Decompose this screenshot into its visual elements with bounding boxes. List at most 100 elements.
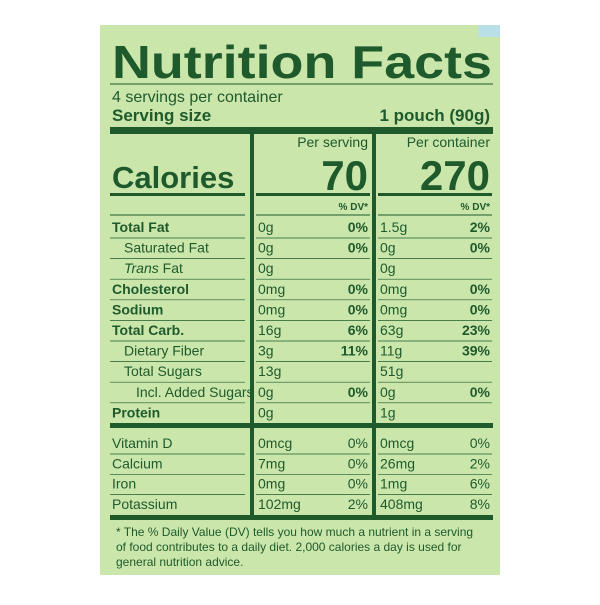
amount: 26mg bbox=[380, 455, 415, 471]
dv-header: % DV* bbox=[339, 202, 369, 213]
thick-bar bbox=[110, 423, 493, 428]
footnote: of food contributes to a daily diet. 2,0… bbox=[116, 540, 462, 554]
amount: 0mg bbox=[258, 281, 285, 297]
row-name: Dietary Fiber bbox=[124, 343, 204, 359]
amount: 7mg bbox=[258, 455, 285, 471]
amount: 0mcg bbox=[258, 435, 292, 451]
row-name: Trans Fat bbox=[124, 260, 183, 276]
bar bbox=[378, 193, 492, 196]
row-name-prefix: Trans bbox=[124, 260, 159, 276]
calories-value: 270 bbox=[420, 152, 490, 199]
row-name: Protein bbox=[112, 404, 160, 420]
row-name: Vitamin D bbox=[112, 435, 172, 451]
dv-value: 0% bbox=[348, 219, 369, 235]
dv-value: 23% bbox=[462, 322, 491, 338]
dv-value: 39% bbox=[462, 343, 491, 359]
calories-label: Calories bbox=[112, 160, 234, 195]
row-name: Total Sugars bbox=[124, 363, 202, 379]
dv-value: 6% bbox=[470, 476, 490, 492]
row-name-text: Cholesterol bbox=[112, 281, 189, 297]
amount: 1mg bbox=[380, 476, 407, 492]
column-header: Per container bbox=[407, 134, 491, 150]
dv-value: 0% bbox=[348, 435, 368, 451]
bar bbox=[256, 193, 370, 196]
row-name-text: Saturated Fat bbox=[124, 240, 209, 256]
dv-value: 8% bbox=[470, 496, 490, 512]
row-name-text: Fat bbox=[159, 260, 183, 276]
amount: 0g bbox=[380, 260, 396, 276]
amount: 11g bbox=[380, 343, 402, 359]
dv-value: 2% bbox=[470, 455, 490, 471]
dv-value: 0% bbox=[470, 240, 491, 256]
dv-value: 6% bbox=[348, 322, 369, 338]
amount: 16g bbox=[258, 322, 281, 338]
amount: 63g bbox=[380, 322, 403, 338]
amount: 0g bbox=[258, 404, 274, 420]
row-name: Incl. Added Sugars bbox=[136, 384, 254, 400]
dv-value: 0% bbox=[470, 281, 491, 297]
calories-value: 70 bbox=[321, 152, 368, 199]
amount: 1.5g bbox=[380, 219, 407, 235]
dv-value: 0% bbox=[470, 384, 491, 400]
row-name-text: Iron bbox=[112, 476, 136, 492]
row-name-text: Protein bbox=[112, 404, 160, 420]
thick-bar bbox=[110, 515, 493, 520]
amount: 0g bbox=[380, 384, 396, 400]
dv-value: 0% bbox=[348, 384, 369, 400]
dv-header: % DV* bbox=[461, 202, 491, 213]
row-name: Calcium bbox=[112, 455, 163, 471]
title: Nutrition Facts bbox=[112, 36, 492, 88]
row-name: Potassium bbox=[112, 496, 177, 512]
amount: 0mg bbox=[380, 281, 407, 297]
amount: 0g bbox=[258, 219, 274, 235]
row-name: Cholesterol bbox=[112, 281, 189, 297]
dv-value: 2% bbox=[348, 496, 368, 512]
amount: 102mg bbox=[258, 496, 301, 512]
row-name-text: Potassium bbox=[112, 496, 177, 512]
column-header: Per serving bbox=[297, 134, 368, 150]
dv-value: 0% bbox=[348, 301, 369, 317]
dv-value: 0% bbox=[348, 476, 368, 492]
serving-size-value: 1 pouch (90g) bbox=[379, 106, 490, 125]
amount: 0mcg bbox=[380, 435, 414, 451]
dv-value: 0% bbox=[348, 455, 368, 471]
amount: 51g bbox=[380, 363, 403, 379]
amount: 408mg bbox=[380, 496, 423, 512]
row-name: Total Carb. bbox=[112, 322, 184, 338]
row-name-text: Total Sugars bbox=[124, 363, 202, 379]
amount: 0g bbox=[380, 240, 396, 256]
thick-bar bbox=[110, 127, 493, 134]
dv-value: 11% bbox=[341, 343, 369, 359]
amount: 13g bbox=[258, 363, 281, 379]
amount: 1g bbox=[380, 404, 396, 420]
dv-value: 2% bbox=[470, 219, 491, 235]
amount: 0mg bbox=[380, 301, 407, 317]
footnote: * The % Daily Value (DV) tells you how m… bbox=[116, 525, 473, 539]
row-name: Total Fat bbox=[112, 219, 170, 235]
dv-value: 0% bbox=[348, 240, 369, 256]
row-name-text: Total Carb. bbox=[112, 322, 184, 338]
row-name: Saturated Fat bbox=[124, 240, 209, 256]
dv-value: 0% bbox=[470, 301, 491, 317]
amount: 0mg bbox=[258, 301, 285, 317]
col-divider bbox=[250, 134, 254, 520]
row-name-text: Sodium bbox=[112, 301, 163, 317]
amount: 0g bbox=[258, 240, 274, 256]
dv-value: 0% bbox=[470, 435, 490, 451]
corner bbox=[478, 25, 500, 37]
row-name-text: Calcium bbox=[112, 455, 163, 471]
amount: 3g bbox=[258, 343, 274, 359]
servings: 4 servings per container bbox=[112, 89, 283, 106]
row-name-text: Dietary Fiber bbox=[124, 343, 204, 359]
row-name-text: Vitamin D bbox=[112, 435, 172, 451]
row-name-text: Total Fat bbox=[112, 219, 170, 235]
row-name: Iron bbox=[112, 476, 136, 492]
amount: 0g bbox=[258, 260, 274, 276]
row-name: Sodium bbox=[112, 301, 163, 317]
bar bbox=[110, 193, 245, 196]
amount: 0mg bbox=[258, 476, 285, 492]
serving-size-label: Serving size bbox=[112, 106, 211, 125]
footnote: general nutrition advice. bbox=[116, 555, 243, 569]
dv-value: 0% bbox=[348, 281, 369, 297]
